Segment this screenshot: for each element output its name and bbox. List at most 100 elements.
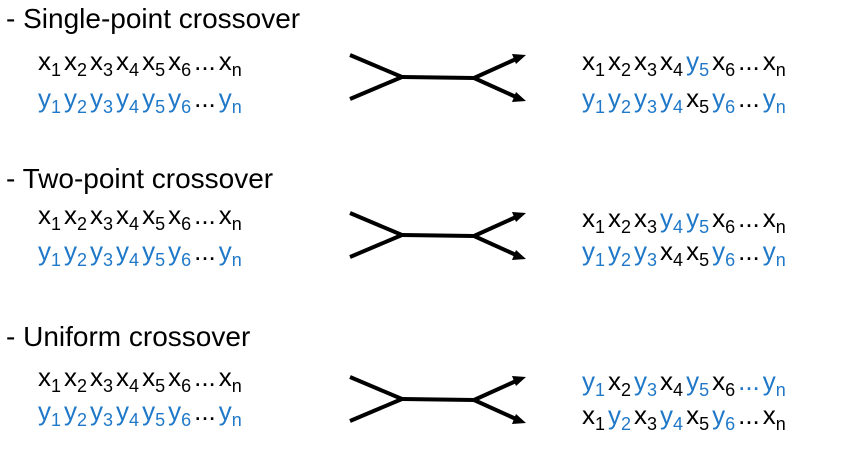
- x-gene: x6: [712, 46, 736, 80]
- x-gene: x5: [142, 200, 166, 234]
- x-gene: x4: [660, 366, 684, 400]
- y-gene: y6: [168, 396, 192, 430]
- x-gene: x6: [168, 46, 192, 80]
- section-title: - Uniform crossover: [6, 321, 251, 352]
- x-gene: x4: [660, 46, 684, 80]
- x-gene: x2: [64, 362, 88, 396]
- ellipsis: ...: [194, 83, 216, 113]
- x-gene: xn: [218, 200, 242, 234]
- y-gene: y2: [608, 236, 632, 270]
- y-gene: y5: [686, 366, 710, 400]
- x-gene: x2: [64, 46, 88, 80]
- child-chromosome-1: x1 x2 x3 y4 y5 x6... xn: [582, 203, 789, 237]
- y-gene: y5: [142, 236, 166, 270]
- x-gene: x4: [116, 200, 140, 234]
- y-gene: y1: [38, 396, 62, 430]
- y-gene: y1: [582, 366, 606, 400]
- ellipsis: ...: [194, 46, 216, 76]
- x-gene: x6: [168, 362, 192, 396]
- y-gene: y4: [116, 396, 140, 430]
- two-point-section: - Two-point crossover x1 x2 x3 x4 x5 x6... xn …: [0, 160, 855, 310]
- x-gene: x5: [686, 236, 710, 270]
- single-point-section: - Single-point crossover x1 x2 x3 x4 x5 x6...…: [0, 0, 855, 150]
- parent-chromosome-2: y1 y2 y3 y4 y5 y6... yn: [38, 396, 245, 430]
- ellipsis: ...: [738, 366, 760, 396]
- x-gene: xn: [762, 400, 786, 434]
- y-gene: y4: [116, 236, 140, 270]
- uniform-section: - Uniform crossover x1 x2 x3 x4 x5 x6... xn y1…: [0, 318, 855, 468]
- section-title: - Single-point crossover: [6, 3, 301, 34]
- y-gene: y2: [608, 83, 632, 117]
- x-gene: x5: [142, 46, 166, 80]
- parent-chromosome-2: y1 y2 y3 y4 y5 y6... yn: [38, 236, 245, 270]
- y-gene: yn: [762, 83, 786, 117]
- x-gene: x2: [608, 203, 632, 237]
- x-gene: x1: [582, 46, 606, 80]
- crossover-arrow-icon: [349, 211, 526, 260]
- y-gene: y2: [64, 396, 88, 430]
- child-chromosome-2: x1 y2 x3 y4 x5 y6... xn: [582, 400, 789, 434]
- y-gene: y3: [634, 236, 658, 270]
- y-gene: yn: [218, 396, 242, 430]
- y-gene: y4: [660, 203, 684, 237]
- parent-chromosome-2: y1 y2 y3 y4 y5 y6... yn: [38, 83, 245, 117]
- child-chromosome-1: x1 x2 x3 x4 y5 x6... xn: [582, 46, 789, 80]
- x-gene: x3: [90, 46, 114, 80]
- y-gene: y2: [64, 236, 88, 270]
- x-gene: x3: [90, 362, 114, 396]
- x-gene: xn: [218, 46, 242, 80]
- x-gene: x4: [660, 236, 684, 270]
- parent-chromosome-1: x1 x2 x3 x4 x5 x6... xn: [38, 200, 245, 234]
- x-gene: x4: [116, 362, 140, 396]
- x-gene: x5: [686, 83, 710, 117]
- y-gene: y4: [116, 83, 140, 117]
- ellipsis: ...: [738, 203, 760, 233]
- y-gene: y5: [142, 396, 166, 430]
- child-chromosome-1: y1 x2 y3 x4 y5 x6... yn: [582, 366, 789, 400]
- child-chromosome-2: y1 y2 y3 x4 x5 y6... yn: [582, 236, 789, 270]
- x-gene: x6: [712, 203, 736, 237]
- y-gene: y6: [168, 83, 192, 117]
- y-gene: y4: [660, 83, 684, 117]
- y-gene: y1: [582, 236, 606, 270]
- y-gene: y6: [712, 236, 736, 270]
- ellipsis: ...: [194, 200, 216, 230]
- x-gene: x4: [116, 46, 140, 80]
- x-gene: x1: [38, 46, 62, 80]
- x-gene: x5: [686, 400, 710, 434]
- child-chromosome-2: y1 y2 y3 y4 x5 y6... yn: [582, 83, 789, 117]
- y-gene: y5: [686, 46, 710, 80]
- x-gene: x3: [634, 400, 658, 434]
- y-gene: yn: [762, 366, 786, 400]
- y-gene: y1: [38, 236, 62, 270]
- x-gene: x2: [608, 46, 632, 80]
- y-gene: y2: [64, 83, 88, 117]
- ellipsis: ...: [194, 396, 216, 426]
- section-title: - Two-point crossover: [6, 163, 274, 194]
- parent-chromosome-1: x1 x2 x3 x4 x5 x6... xn: [38, 46, 245, 80]
- crossover-arrow-icon: [349, 375, 526, 424]
- x-gene: x3: [90, 200, 114, 234]
- parent-chromosome-1: x1 x2 x3 x4 x5 x6... xn: [38, 362, 245, 396]
- y-gene: y3: [90, 396, 114, 430]
- y-gene: y3: [90, 236, 114, 270]
- y-gene: y2: [608, 400, 632, 434]
- x-gene: xn: [218, 362, 242, 396]
- x-gene: x3: [634, 46, 658, 80]
- y-gene: y3: [90, 83, 114, 117]
- crossover-arrow-icon: [349, 53, 526, 102]
- x-gene: x3: [634, 203, 658, 237]
- y-gene: y6: [712, 400, 736, 434]
- x-gene: x6: [712, 366, 736, 400]
- y-gene: yn: [762, 236, 786, 270]
- y-gene: yn: [218, 236, 242, 270]
- x-gene: x1: [582, 400, 606, 434]
- y-gene: y1: [582, 83, 606, 117]
- x-gene: xn: [762, 203, 786, 237]
- ellipsis: ...: [194, 362, 216, 392]
- x-gene: x1: [582, 203, 606, 237]
- ellipsis: ...: [738, 46, 760, 76]
- y-gene: y3: [634, 366, 658, 400]
- x-gene: x2: [64, 200, 88, 234]
- x-gene: x2: [608, 366, 632, 400]
